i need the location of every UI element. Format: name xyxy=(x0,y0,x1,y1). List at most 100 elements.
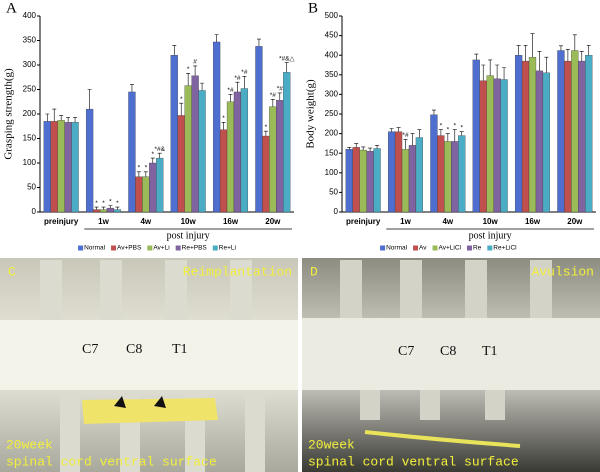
error-bar xyxy=(389,128,394,132)
legend-label: Av+Li xyxy=(153,245,169,252)
error-bar xyxy=(579,50,584,62)
bar xyxy=(64,122,72,213)
bar xyxy=(198,90,206,213)
y-tick-label: 300 xyxy=(23,60,37,69)
legend-label: Av+PBS xyxy=(117,245,142,252)
bar xyxy=(135,176,143,213)
significance-marker: *# xyxy=(234,75,241,82)
bar xyxy=(255,46,263,213)
error-bar xyxy=(544,56,549,73)
error-bar xyxy=(150,157,155,163)
panel-label: B xyxy=(308,0,318,16)
error-bar xyxy=(523,45,528,62)
spinal-cord xyxy=(0,320,298,390)
photo-title: Reimplantation xyxy=(183,264,292,279)
legend-swatch xyxy=(466,245,472,251)
significance-marker: * xyxy=(187,66,190,73)
error-bar xyxy=(242,75,247,89)
significance-marker: * xyxy=(102,200,105,207)
caption: 20week xyxy=(6,437,53,452)
legend-label: Av xyxy=(419,245,427,252)
y-tick-label: 250 xyxy=(23,85,37,94)
legend-label: Normal xyxy=(84,245,106,252)
level-label: T1 xyxy=(482,344,498,359)
error-bar xyxy=(445,133,450,142)
photo-d: D Avulsion C7 C8 T1 20week spinal cord v… xyxy=(302,258,600,472)
error-bar xyxy=(530,33,535,58)
error-bar xyxy=(129,84,134,92)
legend-label: Re+LiCl xyxy=(493,245,517,252)
bar xyxy=(401,149,410,213)
y-tick-label: 400 xyxy=(23,11,37,20)
y-tick-label: 450 xyxy=(325,31,339,40)
bar xyxy=(366,151,374,213)
bar xyxy=(415,137,424,213)
x-tick-label: 1w xyxy=(98,217,109,226)
y-tick-label: 0 xyxy=(32,207,37,216)
error-bar xyxy=(73,117,78,123)
y-tick-label: 50 xyxy=(329,188,338,197)
bar xyxy=(128,91,136,213)
error-bar xyxy=(347,147,352,150)
y-axis-label: Grasping strength(g) xyxy=(3,68,15,160)
bar xyxy=(458,135,466,213)
significance-marker: * xyxy=(265,124,268,131)
significance-marker: * xyxy=(109,198,112,205)
x-tick-label: 1w xyxy=(400,217,411,226)
error-bar xyxy=(558,45,563,51)
x-tick-label: preinjury xyxy=(44,217,79,226)
x-tick-label: 20w xyxy=(567,217,583,226)
implant xyxy=(82,398,218,424)
bar xyxy=(177,115,185,213)
error-bar xyxy=(228,94,233,102)
error-bar xyxy=(94,206,99,210)
bar xyxy=(514,55,523,213)
panel-label: A xyxy=(6,0,17,16)
y-tick-label: 150 xyxy=(23,134,37,143)
y-tick-label: 300 xyxy=(325,90,339,99)
y-tick-label: 500 xyxy=(325,11,339,20)
y-tick-label: 200 xyxy=(325,129,339,138)
bar xyxy=(99,209,108,213)
error-bar xyxy=(368,147,373,152)
y-tick-label: 100 xyxy=(325,168,339,177)
error-bar xyxy=(172,45,177,56)
bar xyxy=(500,79,508,213)
bar xyxy=(92,209,101,213)
y-tick-label: 100 xyxy=(23,158,37,167)
legend-label: Re+PBS xyxy=(182,245,208,252)
legend-swatch xyxy=(175,245,181,251)
bar xyxy=(170,55,178,213)
bar xyxy=(156,157,164,213)
arrowheads xyxy=(114,396,166,408)
error-bar xyxy=(52,108,57,122)
error-bar xyxy=(452,129,457,142)
legend-swatch xyxy=(432,245,438,251)
error-bar xyxy=(221,122,226,130)
bar xyxy=(113,209,122,213)
error-bar xyxy=(214,34,219,42)
x-tick-label: 10w xyxy=(483,217,499,226)
bar xyxy=(142,176,150,213)
error-bar xyxy=(193,65,198,76)
error-bar xyxy=(396,127,401,132)
significance-marker: * xyxy=(152,151,155,158)
panel-label: C xyxy=(8,264,16,279)
y-tick-label: 400 xyxy=(325,50,339,59)
error-bar xyxy=(157,152,162,159)
error-bar xyxy=(481,64,486,81)
bar xyxy=(50,121,58,213)
bar xyxy=(219,129,228,213)
significance-marker: * xyxy=(222,115,225,122)
bar xyxy=(373,148,381,213)
legend-swatch xyxy=(212,245,218,251)
bar xyxy=(283,72,291,213)
legend-swatch xyxy=(111,245,117,251)
level-label: C7 xyxy=(82,342,98,357)
error-bar xyxy=(354,143,359,148)
error-bar xyxy=(586,45,591,56)
bar xyxy=(240,88,249,213)
bar xyxy=(408,145,417,213)
bar xyxy=(571,50,579,213)
